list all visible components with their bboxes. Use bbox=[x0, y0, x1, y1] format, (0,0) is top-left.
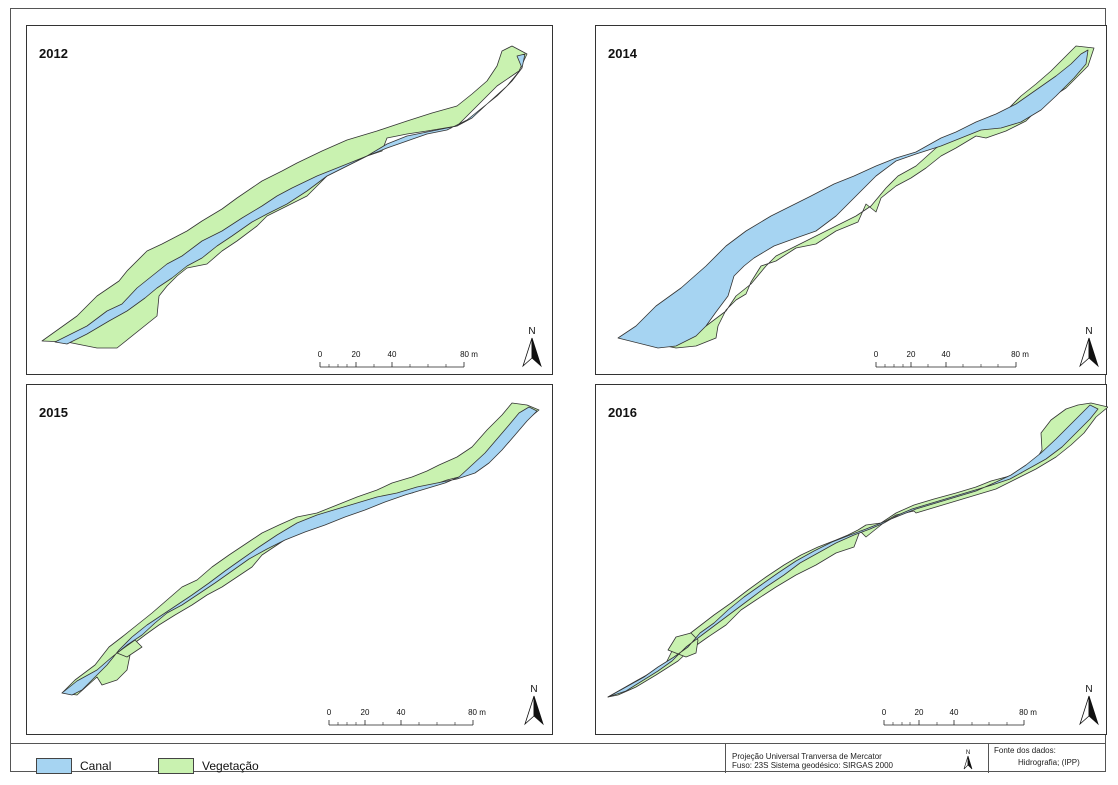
scale-tick-label: 80 m bbox=[1011, 350, 1029, 359]
legend-label-canal: Canal bbox=[80, 759, 112, 773]
map-canvas-2012: 0 20 40 80 m N bbox=[41, 45, 542, 368]
projection-line-2: Fuso: 23S Sistema geodésico: SIRGAS 2000 bbox=[732, 761, 893, 770]
scale-tick-label: 0 bbox=[874, 350, 879, 359]
scale-tick-label: 20 bbox=[907, 350, 916, 359]
scale-bar: 0 20 40 80 m bbox=[327, 708, 486, 726]
scale-tick-label: 0 bbox=[327, 708, 332, 717]
north-arrow-icon: N bbox=[1079, 684, 1099, 726]
map-panel-2016: 0 20 40 80 m N 2016 bbox=[595, 384, 1108, 735]
legend-divider bbox=[988, 744, 989, 773]
canal-polygon bbox=[617, 49, 1089, 349]
legend-swatch-vegetacao bbox=[158, 758, 194, 774]
north-arrow-small-icon: N bbox=[963, 750, 973, 770]
north-label: N bbox=[966, 750, 970, 756]
scale-tick-label: 80 m bbox=[460, 350, 478, 359]
legend-bar: Canal Vegetação Projeção Universal Tranv… bbox=[10, 743, 1106, 774]
scale-tick-label: 20 bbox=[915, 708, 924, 717]
scale-bar: 0 20 40 80 m bbox=[882, 708, 1037, 726]
map-canvas-2016: 0 20 40 80 m N bbox=[607, 402, 1108, 726]
north-arrow-icon: N bbox=[1079, 326, 1099, 368]
legend-divider bbox=[725, 744, 726, 773]
north-arrow-icon: N bbox=[524, 684, 544, 726]
projection-line-1: Projeção Universal Tranversa de Mercator bbox=[732, 752, 882, 761]
canal-polygon bbox=[607, 404, 1099, 698]
vegetation-patch-polygon bbox=[667, 632, 699, 658]
map-panel-2014: 0 20 40 80 m N 2014 bbox=[595, 25, 1107, 375]
vegetation-patch-polygon bbox=[116, 639, 143, 658]
source-line-1: Fonte dos dados: bbox=[994, 746, 1056, 755]
map-panel-2015: 0 20 40 80 m N 2015 bbox=[26, 384, 553, 735]
north-label: N bbox=[1085, 326, 1092, 337]
scale-bar: 0 20 40 80 m bbox=[318, 350, 478, 368]
scale-tick-label: 20 bbox=[352, 350, 361, 359]
scale-tick-label: 0 bbox=[882, 708, 887, 717]
scale-tick-label: 20 bbox=[361, 708, 370, 717]
panel-year: 2016 bbox=[608, 405, 637, 420]
vegetation-polygon bbox=[607, 402, 1108, 698]
scale-tick-label: 40 bbox=[388, 350, 397, 359]
panel-year: 2015 bbox=[39, 405, 68, 420]
map-canvas-2014: 0 20 40 80 m N bbox=[617, 45, 1099, 368]
scale-tick-label: 80 m bbox=[1019, 708, 1037, 717]
scale-tick-label: 80 m bbox=[468, 708, 486, 717]
scale-tick-label: 40 bbox=[950, 708, 959, 717]
legend-swatch-canal bbox=[36, 758, 72, 774]
north-label: N bbox=[528, 326, 535, 337]
scale-tick-label: 40 bbox=[942, 350, 951, 359]
map-canvas-2015: 0 20 40 80 m N bbox=[61, 402, 544, 726]
canal-polygon bbox=[61, 406, 538, 696]
source-line-2: Hidrografia; (IPP) bbox=[1018, 758, 1080, 767]
vegetation-polygon bbox=[665, 45, 1095, 349]
canal-polygon bbox=[54, 53, 526, 345]
north-label: N bbox=[530, 684, 537, 695]
map-panel-2012: 0 20 40 80 m N 2012 bbox=[26, 25, 553, 375]
north-label: N bbox=[1085, 684, 1092, 695]
legend-label-vegetacao: Vegetação bbox=[202, 759, 259, 773]
panel-year: 2014 bbox=[608, 46, 637, 61]
panel-year: 2012 bbox=[39, 46, 68, 61]
scale-tick-label: 0 bbox=[318, 350, 323, 359]
scale-bar: 0 20 40 80 m bbox=[874, 350, 1029, 368]
scale-tick-label: 40 bbox=[397, 708, 406, 717]
north-arrow-icon: N bbox=[522, 326, 542, 368]
